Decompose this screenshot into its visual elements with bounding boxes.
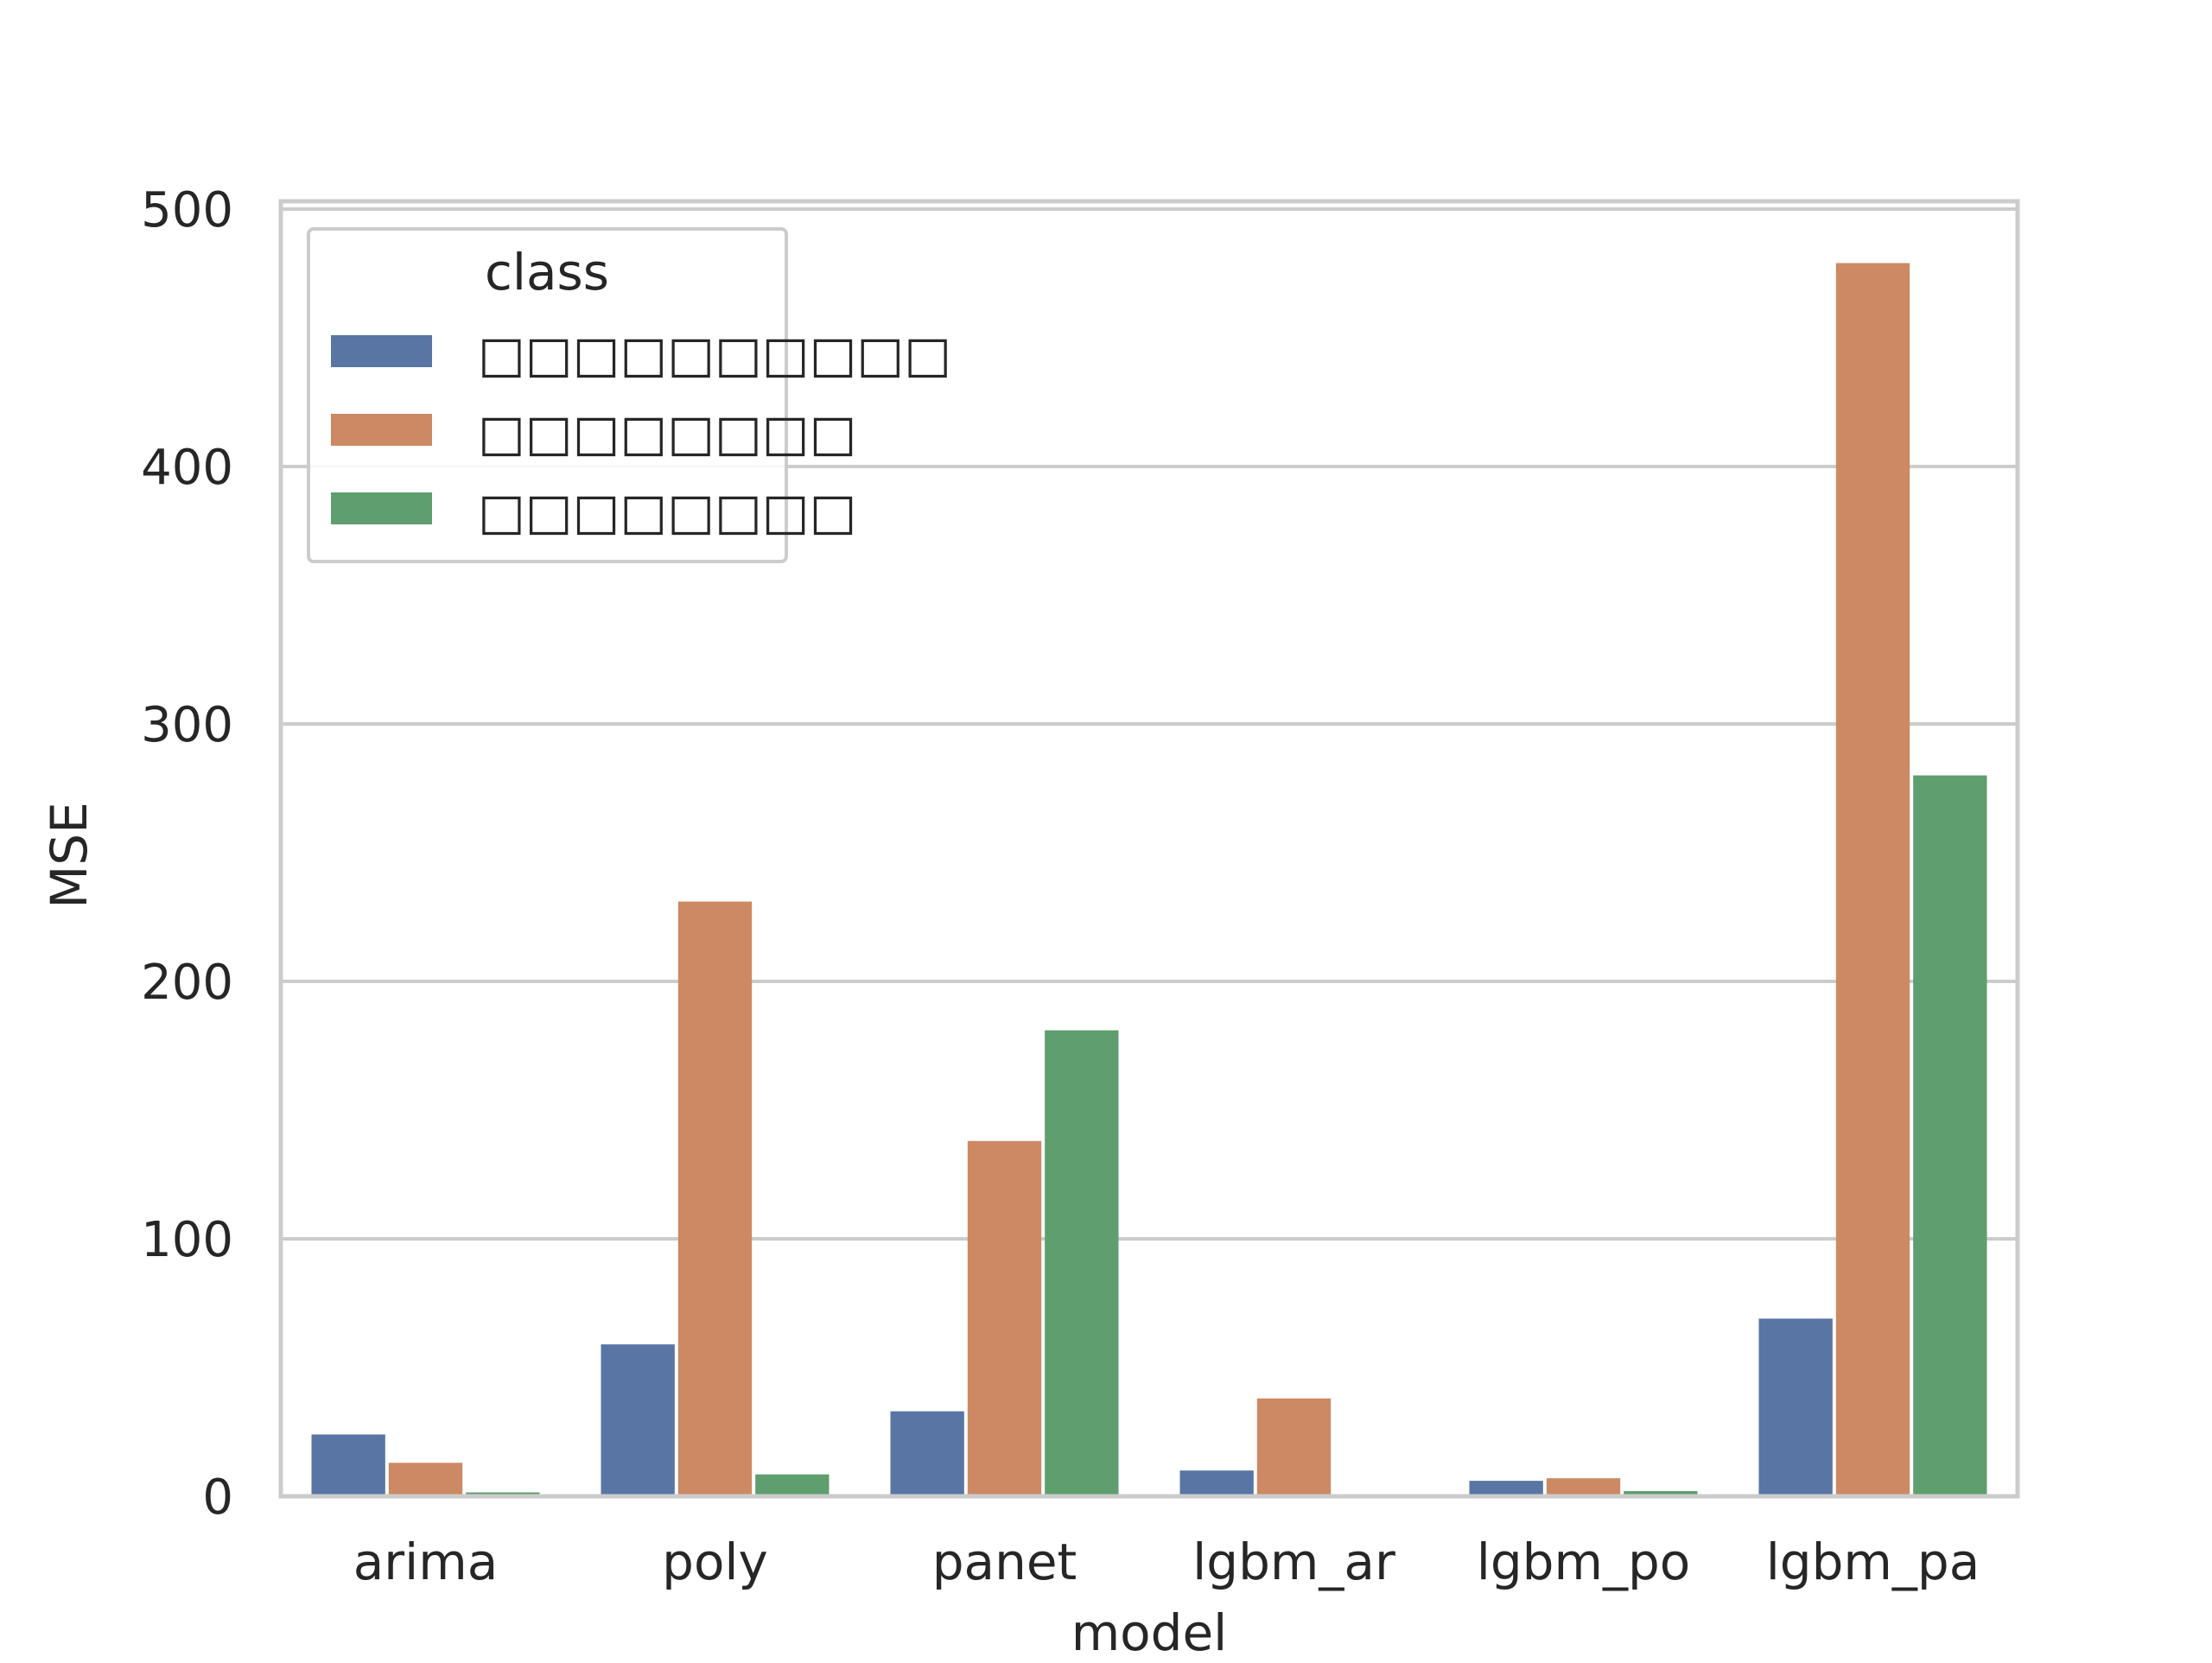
bar-lgbm_po-series-3	[1624, 1491, 1698, 1496]
legend-swatch	[331, 414, 432, 446]
y-tick-label: 400	[141, 440, 233, 496]
x-tick-label: lgbm_pa	[1766, 1533, 1980, 1591]
legend-swatch	[331, 335, 432, 367]
x-tick-label: panet	[932, 1533, 1077, 1591]
legend-label: □□□□□□□□□□	[478, 325, 951, 384]
x-tick-label: poly	[662, 1533, 768, 1591]
bar-panet-series-2	[967, 1140, 1042, 1496]
bar-lgbm_po-series-1	[1469, 1481, 1543, 1496]
y-tick-label: 300	[141, 697, 233, 753]
bar-arima-series-2	[388, 1463, 463, 1496]
bar-poly-series-2	[677, 901, 753, 1496]
y-tick-label: 100	[141, 1212, 233, 1268]
y-tick-label: 500	[141, 182, 233, 238]
legend: class □□□□□□□□□□□□□□□□□□□□□□□□□□	[307, 227, 951, 563]
bar-panet-series-3	[1045, 1030, 1119, 1496]
bar-poly-series-1	[601, 1344, 675, 1496]
y-tick-label: 0	[202, 1469, 233, 1526]
bar-lgbm_pa-series-3	[1913, 775, 1987, 1496]
legend-label: □□□□□□□□	[478, 482, 856, 541]
legend-entries: □□□□□□□□□□□□□□□□□□□□□□□□□□	[331, 325, 951, 541]
y-tick-label: 200	[141, 955, 233, 1011]
bar-lgbm_ar-series-1	[1179, 1470, 1254, 1496]
x-tick-label: lgbm_po	[1477, 1533, 1691, 1591]
bar-lgbm_ar-series-2	[1256, 1398, 1332, 1496]
legend-swatch	[331, 492, 432, 524]
x-tick-label: lgbm_ar	[1192, 1533, 1395, 1591]
bar-poly-series-3	[755, 1474, 830, 1496]
legend-box	[307, 227, 788, 563]
plot-frame	[278, 199, 2020, 1499]
bars-layer	[311, 263, 1987, 1497]
bar-arima-series-1	[311, 1434, 385, 1496]
bar-panet-series-1	[890, 1411, 964, 1496]
x-tick-label: arima	[353, 1533, 499, 1591]
bar-lgbm_po-series-2	[1546, 1478, 1621, 1496]
bar-lgbm_pa-series-2	[1835, 263, 1910, 1497]
x-axis-label: model	[1071, 1603, 1228, 1659]
legend-title: class	[485, 243, 609, 301]
y-axis-label: MSE	[40, 802, 99, 909]
bar-lgbm_pa-series-1	[1758, 1318, 1833, 1496]
legend-label: □□□□□□□□	[478, 403, 856, 462]
axes-layer: 0 100 200 300 400 500 arima poly panet lgbm_ar lgb…	[141, 182, 2020, 1591]
